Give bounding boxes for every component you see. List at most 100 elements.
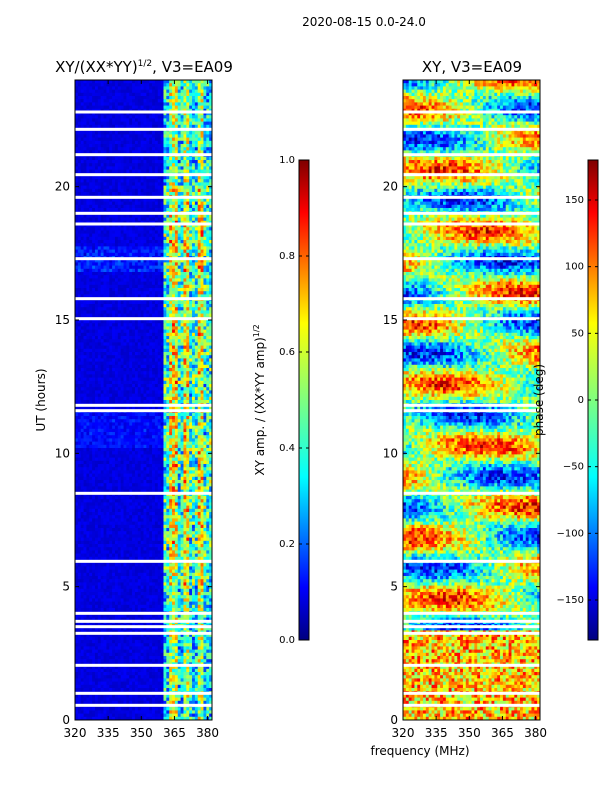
heatmap-cell [137, 320, 142, 324]
heatmap-cell [160, 124, 164, 129]
heatmap-cell [177, 275, 181, 279]
heatmap-cell [174, 332, 179, 337]
heatmap-cell [92, 259, 96, 263]
heatmap-cell [152, 249, 156, 254]
heatmap-cell [140, 268, 144, 273]
heatmap-cell [206, 259, 210, 263]
heatmap-cell [206, 339, 210, 343]
heatmap-cell [209, 278, 213, 282]
heatmap-cell [169, 352, 173, 356]
heatmap-cell [163, 236, 167, 241]
heatmap-cell [89, 390, 93, 394]
heatmap-cell [114, 121, 119, 126]
heatmap-cell [123, 96, 127, 100]
heatmap-cell [189, 83, 193, 87]
heatmap-cell [100, 179, 104, 183]
heatmap-cell [126, 150, 130, 154]
heatmap-cell [75, 246, 79, 250]
heatmap-cell [192, 208, 196, 212]
heatmap-cell [169, 240, 173, 244]
heatmap-cell [180, 217, 184, 222]
heatmap-cell [106, 400, 110, 404]
heatmap-cell [194, 121, 199, 126]
heatmap-cell [152, 147, 156, 151]
heatmap-cell [157, 166, 162, 170]
heatmap-cell [174, 102, 179, 106]
heatmap-cell [166, 204, 170, 209]
heatmap-cell [200, 140, 204, 145]
heatmap-cell [137, 268, 142, 273]
heatmap-cell [97, 201, 102, 206]
heatmap-cell [86, 230, 90, 234]
heatmap-cell [157, 291, 162, 295]
heatmap-cell [143, 384, 147, 388]
heatmap-cell [75, 176, 79, 180]
heatmap-cell [209, 166, 213, 170]
heatmap-cell [134, 160, 139, 164]
heatmap-cell [109, 339, 113, 343]
heatmap-cell [117, 262, 122, 266]
heatmap-cell [180, 99, 184, 103]
heatmap-cell [97, 227, 102, 231]
heatmap-cell [160, 176, 164, 180]
heatmap-cell [197, 188, 201, 193]
heatmap-cell [143, 118, 147, 122]
heatmap-cell [152, 89, 156, 94]
heatmap-cell [163, 259, 167, 263]
heatmap-cell [174, 377, 179, 382]
heatmap-cell [206, 358, 210, 362]
heatmap-cell [194, 249, 199, 254]
heatmap-cell [163, 272, 167, 276]
heatmap-cell [183, 396, 187, 401]
heatmap-cell [100, 329, 104, 334]
heatmap-cell [80, 361, 84, 366]
heatmap-cell [112, 243, 116, 247]
heatmap-cell [152, 176, 156, 180]
heatmap-cell [163, 118, 167, 122]
heatmap-cell [192, 192, 196, 196]
heatmap-cell [77, 323, 82, 327]
heatmap-cell [126, 185, 130, 190]
heatmap-cell [157, 233, 162, 238]
heatmap-cell [192, 156, 196, 161]
heatmap-cell [143, 348, 147, 353]
heatmap-cell [117, 291, 122, 295]
heatmap-cell [114, 166, 119, 170]
heatmap-cell [152, 208, 156, 212]
heatmap-cell [183, 339, 187, 343]
heatmap-cell [103, 380, 107, 385]
heatmap-cell [114, 150, 119, 154]
heatmap-cell [132, 163, 136, 167]
heatmap-cell [206, 304, 210, 308]
heatmap-cell [97, 86, 102, 90]
heatmap-cell [140, 204, 144, 209]
heatmap-cell [183, 265, 187, 270]
heatmap-cell [203, 102, 207, 106]
heatmap-cell [97, 137, 102, 142]
heatmap-cell [97, 352, 102, 356]
heatmap-cell [103, 377, 107, 382]
heatmap-cell [203, 96, 207, 100]
heatmap-cell [94, 102, 99, 106]
heatmap-cell [180, 89, 184, 94]
heatmap-cell [163, 115, 167, 119]
heatmap-cell [109, 246, 113, 250]
heatmap-cell [140, 342, 144, 346]
heatmap-cell [203, 124, 207, 129]
heatmap-cell [114, 140, 119, 145]
heatmap-cell [172, 240, 176, 244]
heatmap-cell [132, 192, 136, 196]
heatmap-cell [83, 371, 87, 375]
heatmap-cell [140, 384, 144, 388]
heatmap-cell [106, 147, 110, 151]
heatmap-cell [197, 368, 201, 372]
heatmap-cell [149, 156, 153, 161]
heatmap-cell [186, 377, 190, 382]
heatmap-cell [109, 304, 113, 308]
heatmap-cell [75, 83, 79, 87]
heatmap-cell [154, 99, 159, 103]
heatmap-cell [114, 272, 119, 276]
heatmap-cell [103, 156, 107, 161]
heatmap-cell [203, 284, 207, 289]
heatmap-cell [180, 182, 184, 186]
